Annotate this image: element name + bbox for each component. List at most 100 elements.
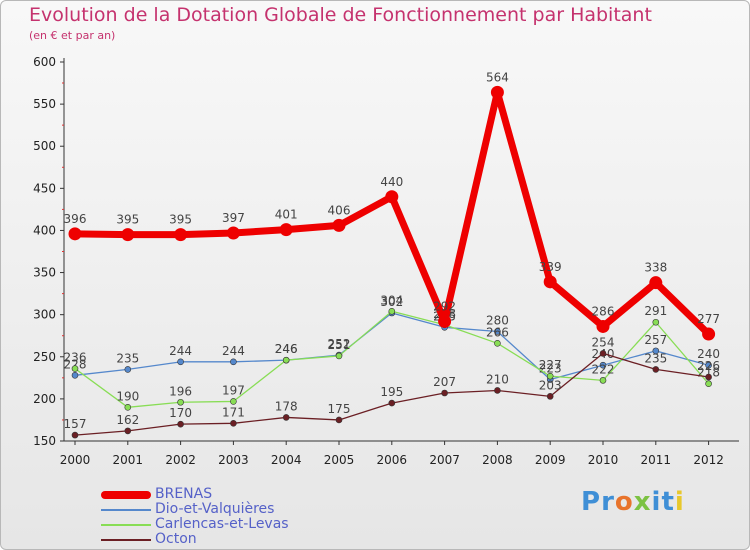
data-label: 254 xyxy=(592,335,615,349)
data-label: 236 xyxy=(64,351,87,365)
data-point xyxy=(177,420,184,428)
data-point xyxy=(490,85,504,99)
data-label: 406 xyxy=(328,203,351,217)
data-label: 244 xyxy=(169,344,192,358)
data-point xyxy=(388,307,396,315)
data-point xyxy=(652,318,660,326)
data-label: 203 xyxy=(539,378,562,392)
chart-title: Evolution de la Dotation Globale de Fonc… xyxy=(29,4,652,26)
data-label: 252 xyxy=(328,337,351,351)
y-tick-label: 250 xyxy=(33,350,56,364)
data-label: 207 xyxy=(433,375,456,389)
data-point xyxy=(441,389,448,397)
data-point xyxy=(226,226,240,240)
data-point xyxy=(388,399,396,407)
x-tick-label: 2004 xyxy=(271,453,302,467)
x-tick-label: 2006 xyxy=(377,453,408,467)
y-tick-label: 150 xyxy=(33,434,56,448)
data-point xyxy=(177,398,184,406)
data-label: 170 xyxy=(169,406,192,420)
data-point xyxy=(282,356,290,364)
y-tick-label: 550 xyxy=(33,97,56,111)
data-label: 246 xyxy=(275,342,298,356)
y-tick-label: 500 xyxy=(33,139,56,153)
y-tick-label: 600 xyxy=(33,55,56,69)
data-point xyxy=(705,380,712,388)
y-tick-label: 300 xyxy=(33,308,56,322)
data-point xyxy=(230,398,237,405)
data-label: 235 xyxy=(116,351,139,365)
data-point xyxy=(124,427,132,435)
data-point xyxy=(543,275,557,289)
data-label: 440 xyxy=(380,175,403,189)
data-point xyxy=(124,404,132,411)
legend-label: Carlencas-et-Levas xyxy=(155,516,289,532)
data-label: 190 xyxy=(116,389,139,403)
logo-letter: t xyxy=(661,487,675,517)
data-label: 227 xyxy=(539,358,562,372)
data-label: 401 xyxy=(275,208,298,222)
data-point xyxy=(279,223,293,237)
legend-swatch xyxy=(101,539,151,541)
data-point xyxy=(335,352,343,360)
data-point xyxy=(121,228,135,242)
data-point xyxy=(705,361,712,369)
logo-letter: P xyxy=(581,487,602,517)
data-point xyxy=(230,358,237,366)
data-label: 292 xyxy=(433,299,456,313)
data-label: 251 xyxy=(328,338,351,352)
x-tick-label: 2007 xyxy=(429,453,460,467)
data-label: 246 xyxy=(275,342,298,356)
data-label: 197 xyxy=(222,383,245,397)
y-tick-label: 200 xyxy=(33,392,56,406)
x-tick-label: 2005 xyxy=(324,453,355,467)
y-tick-label: 450 xyxy=(33,181,56,195)
data-point xyxy=(71,431,79,439)
data-point xyxy=(335,416,343,424)
data-point xyxy=(71,365,79,372)
x-tick-label: 2011 xyxy=(641,453,672,467)
data-label: 397 xyxy=(222,211,245,225)
data-point xyxy=(494,340,501,347)
data-point xyxy=(702,327,716,341)
data-label: 339 xyxy=(539,260,562,274)
data-label: 157 xyxy=(64,417,87,431)
data-label: 195 xyxy=(380,385,403,399)
data-label: 162 xyxy=(116,413,139,427)
data-label: 244 xyxy=(222,344,245,358)
data-point xyxy=(652,347,660,355)
logo-letter: i xyxy=(651,487,662,517)
data-point xyxy=(599,350,607,357)
logo-letter: r xyxy=(601,487,615,517)
data-label: 178 xyxy=(275,399,298,413)
data-point xyxy=(599,361,607,369)
data-label: 235 xyxy=(644,351,667,365)
data-point xyxy=(494,387,501,394)
data-point xyxy=(124,366,132,373)
x-tick-label: 2012 xyxy=(693,453,724,467)
data-label: 240 xyxy=(697,347,720,361)
data-point xyxy=(282,414,290,421)
x-tick-label: 2008 xyxy=(482,453,513,467)
x-tick-label: 2010 xyxy=(588,453,619,467)
logo-letter: i xyxy=(674,487,685,517)
data-label: 291 xyxy=(644,304,667,318)
data-label: 395 xyxy=(169,213,192,227)
data-label: 396 xyxy=(64,212,87,226)
data-label: 226 xyxy=(697,359,720,373)
legend-swatch xyxy=(101,491,151,499)
data-label: 175 xyxy=(328,402,351,416)
logo-letter: o xyxy=(614,487,634,517)
data-label: 302 xyxy=(380,295,403,309)
data-point xyxy=(68,227,82,241)
data-point xyxy=(438,314,452,328)
x-tick-label: 2001 xyxy=(113,453,144,467)
legend-label: Dio-et-Valquières xyxy=(155,501,275,517)
y-tick-label: 350 xyxy=(33,266,56,280)
data-point xyxy=(705,373,712,381)
data-label: 210 xyxy=(486,372,509,386)
data-label: 222 xyxy=(592,362,615,376)
data-point xyxy=(596,319,610,333)
